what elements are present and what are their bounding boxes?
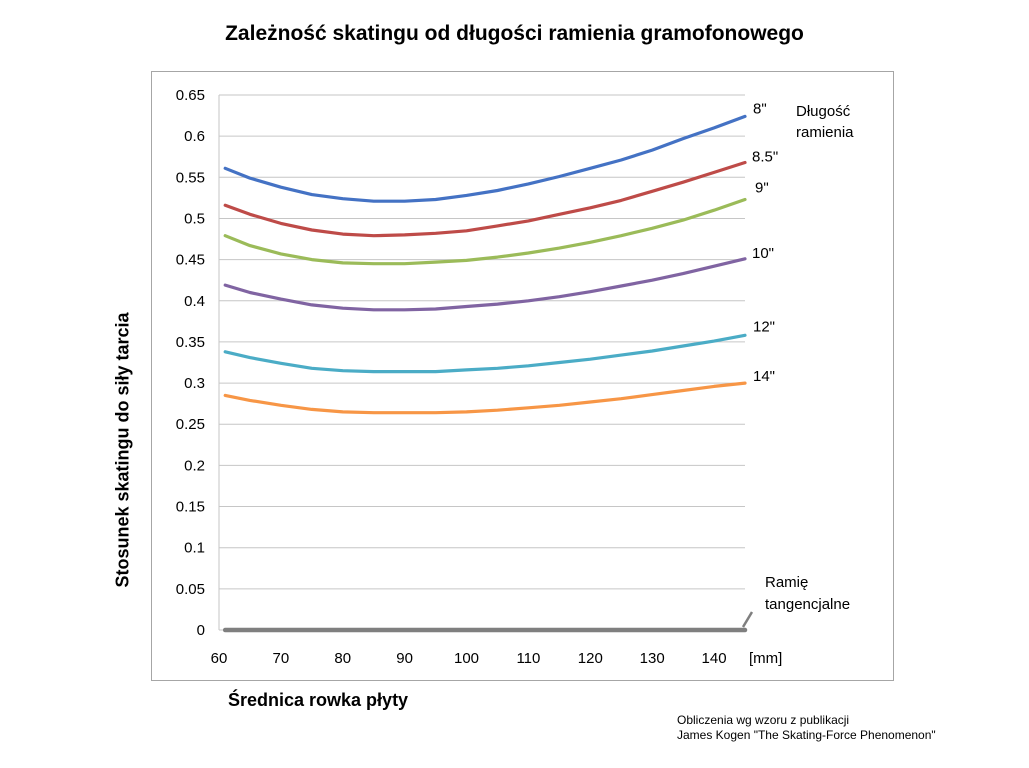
series-label: 9" [755, 180, 769, 197]
y-axis-label: Stosunek skatingu do siły tarcia [112, 312, 133, 588]
x-axis-unit: [mm] [749, 650, 782, 667]
y-tick-label: 0.3 [184, 375, 205, 392]
y-tick-label: 0.45 [176, 252, 205, 269]
y-tick-label: 0.25 [176, 416, 205, 433]
x-tick-label: 110 [516, 650, 540, 667]
series-label: 8.5" [752, 148, 778, 165]
y-tick-label: 0.35 [176, 334, 205, 351]
series-line [223, 381, 747, 415]
series-line [223, 257, 747, 312]
y-tick-label: 0.6 [184, 128, 205, 145]
x-axis-label: Średnica rowka płyty [228, 690, 409, 710]
x-tick-label: 90 [396, 650, 413, 667]
y-tick-label: 0.1 [184, 540, 205, 557]
tangent-pointer-line [741, 611, 754, 628]
series-label: 12" [753, 318, 775, 335]
series-line [223, 160, 747, 238]
y-tick-label: 0.2 [184, 457, 205, 474]
y-tick-label: 0.15 [176, 499, 205, 516]
x-tick-label: 130 [640, 650, 665, 667]
series-line [223, 114, 747, 203]
tangential-arm-annotation: Ramię tangencjalne [765, 572, 850, 616]
series-line [223, 333, 747, 374]
y-tick-label: 0 [197, 622, 205, 639]
y-tick-label: 0.65 [176, 87, 205, 104]
y-axis-ticks: 0 0.05 0.1 0.15 0.2 0.25 0.3 0.35 0.4 0.45 0.5 0.55… [176, 87, 205, 639]
series-line [223, 197, 747, 266]
x-axis-ticks: 60 70 80 90 100 110 120 130 140 [211, 650, 727, 667]
source-line2: James Kogen "The Skating-Force Phenomeno… [677, 728, 936, 742]
legend-title-line1: Długość [796, 103, 851, 120]
x-tick-label: 70 [273, 650, 290, 667]
chart-frame [151, 71, 894, 681]
x-tick-label: 80 [334, 650, 351, 667]
series-label: 14" [753, 368, 775, 385]
x-tick-label: 100 [454, 650, 479, 667]
y-tick-label: 0.05 [176, 581, 205, 598]
chart-title: Zależność skatingu od długości ramienia … [225, 22, 804, 45]
legend-title-line2: ramienia [796, 124, 854, 141]
source-line1: Obliczenia wg wzoru z publikacji [677, 713, 850, 727]
series-label: 8" [753, 100, 767, 117]
tangential-line1: Ramię [765, 574, 809, 591]
x-tick-label: 60 [211, 650, 228, 667]
legend-title: Długość ramienia [796, 101, 854, 143]
y-tick-label: 0.55 [176, 169, 205, 186]
y-tick-label: 0.4 [184, 293, 205, 310]
tangential-line2: tangencjalne [765, 596, 851, 613]
source-note: Obliczenia wg wzoru z publikacji James K… [677, 713, 936, 743]
series-label: 10" [752, 245, 774, 262]
y-tick-label: 0.5 [184, 210, 205, 227]
series-lines [222, 114, 754, 633]
series-labels: 8" 8.5" 9" 10" 12" 14" [752, 100, 778, 385]
grid-lines [218, 94, 745, 631]
x-tick-label: 140 [702, 650, 727, 667]
x-tick-label: 120 [578, 650, 603, 667]
